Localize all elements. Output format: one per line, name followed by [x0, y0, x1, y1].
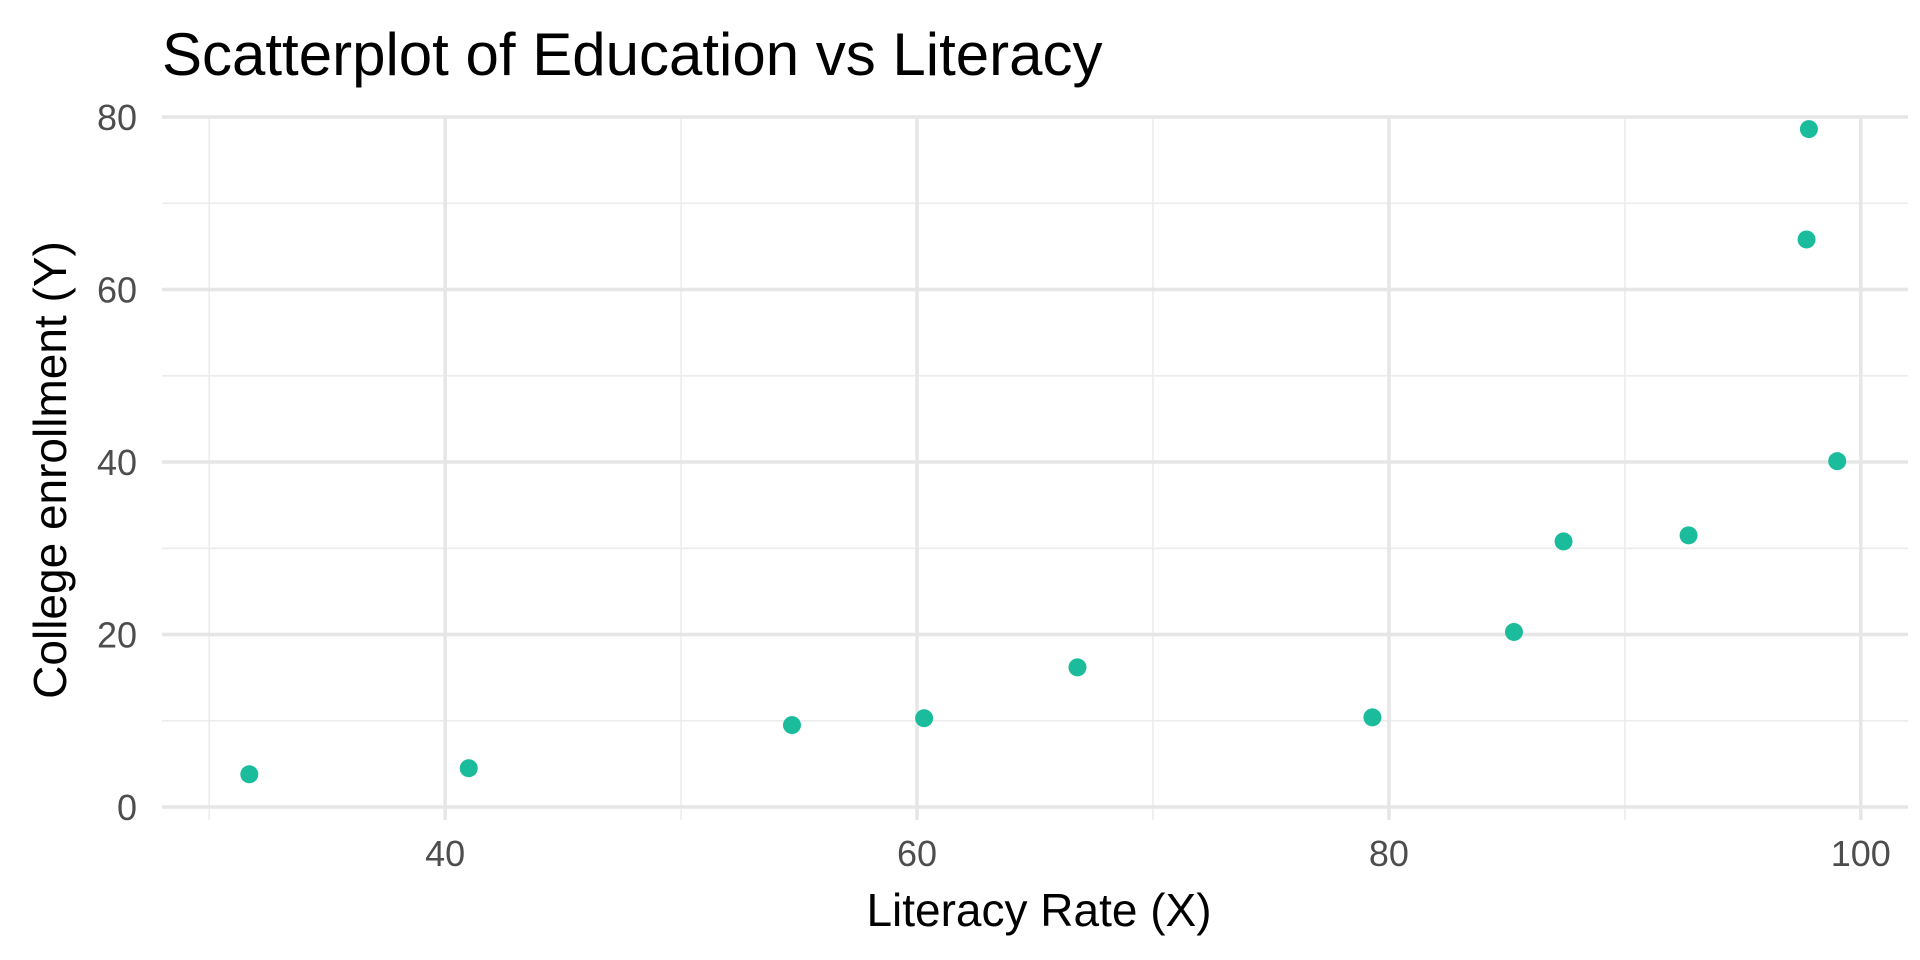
data-point	[1068, 658, 1087, 677]
data-points	[240, 120, 1847, 784]
data-point	[1554, 532, 1573, 551]
y-tick-label: 60	[97, 270, 137, 311]
data-point	[240, 765, 259, 784]
y-tick-label: 80	[97, 97, 137, 138]
y-tick-label: 20	[97, 615, 137, 656]
data-point	[1797, 230, 1816, 249]
x-tick-label: 40	[425, 833, 465, 874]
x-axis-label: Literacy Rate (X)	[866, 884, 1211, 936]
x-tick-label: 100	[1831, 833, 1891, 874]
data-point	[1679, 526, 1698, 545]
grid	[162, 115, 1908, 820]
y-tick-label: 0	[117, 787, 137, 828]
data-point	[1504, 622, 1523, 641]
data-point	[782, 716, 801, 735]
x-tick-label: 80	[1369, 833, 1409, 874]
data-point	[459, 759, 478, 778]
data-point	[915, 709, 934, 728]
chart-title: Scatterplot of Education vs Literacy	[162, 21, 1103, 88]
data-point	[1828, 452, 1847, 471]
data-point	[1799, 120, 1818, 139]
y-tick-label: 40	[97, 442, 137, 483]
tick-labels: 40 60 80 100 0 20 40 60 80	[97, 97, 1891, 874]
data-point	[1363, 708, 1382, 727]
x-tick-label: 60	[897, 833, 937, 874]
y-axis-label: College enrollment (Y)	[24, 241, 76, 699]
